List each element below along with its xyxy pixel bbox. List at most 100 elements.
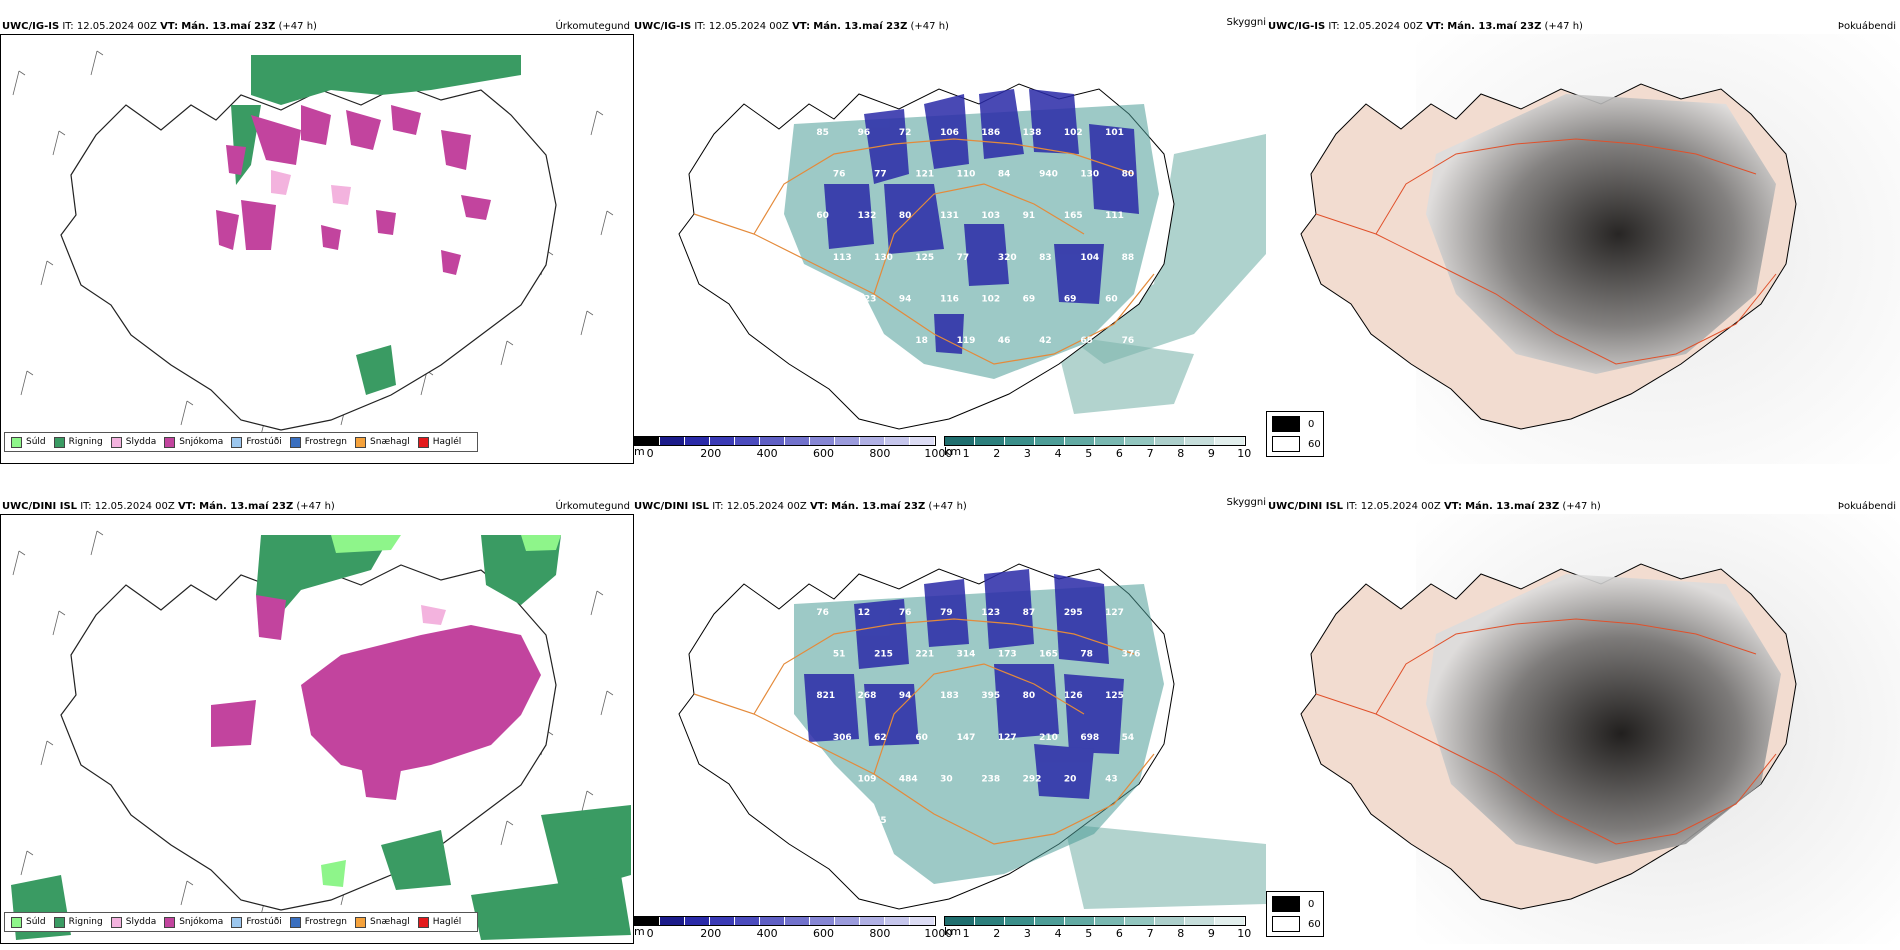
precip-legend-item-haglél: Haglél	[417, 436, 462, 448]
scale-swatch	[975, 437, 1005, 445]
scale-swatch	[885, 437, 910, 445]
ceiling-value-label: 221	[915, 650, 934, 660]
legend-swatch	[417, 916, 429, 928]
visibility-scale: 1 2 3 4 5 6 7 8 9 10 km	[944, 436, 1251, 464]
scale-tick-label: 400	[756, 447, 778, 460]
ceiling-value-label: 125	[915, 253, 934, 263]
ceiling-value-label: 62	[874, 733, 887, 743]
ceiling-map[interactable]: 76 12 76 79 123 87 295 127 51 215 221 314 173 165 78 37…	[634, 514, 1266, 914]
scale-tick-label: 200	[700, 927, 722, 940]
ceiling-value-label: 323	[858, 295, 877, 305]
scale-tick-label: 800	[869, 927, 891, 940]
scale-swatch	[1125, 437, 1155, 445]
precip-map[interactable]	[0, 514, 634, 944]
precip-legend-item-snæhagl: Snæhagl	[355, 436, 410, 448]
precip-legend-item-snæhagl: Snæhagl	[355, 916, 410, 928]
ceiling-value-label: 60	[915, 733, 928, 743]
ceiling-value-label: 304	[816, 775, 835, 785]
legend-swatch	[417, 436, 429, 448]
ceiling-map[interactable]: 85 96 72 106 186 138 102 101 76 77 121 110 84 940 130 8…	[634, 34, 1266, 434]
visibility-scale-bar	[944, 436, 1246, 446]
ceiling-value-label: 127	[1105, 608, 1124, 618]
scale-swatch	[945, 917, 975, 925]
valid-time: Mán. 13.maí 23Z	[813, 21, 908, 32]
precip-legend-item-slydda: Slydda	[110, 436, 157, 448]
visibility-scale-ticks: 1 2 3 4 5 6 7 8 9 10	[944, 926, 1252, 940]
scale-tick-label: 7	[1146, 447, 1154, 460]
scale-tick-label: 9	[1207, 927, 1215, 940]
scale-swatch	[975, 917, 1005, 925]
ceiling-value-label: 78	[1080, 650, 1093, 660]
scale-tick-label: 8	[1177, 927, 1185, 940]
scale-swatch	[835, 917, 860, 925]
fog-map[interactable]	[1266, 514, 1900, 944]
scale-tick-label: 200	[700, 447, 722, 460]
ceiling-scale: 0 200 400 600 800 1000 m	[634, 436, 953, 464]
scale-swatch	[710, 917, 735, 925]
scale-swatch	[1185, 917, 1215, 925]
scale-tick-label: 6	[1115, 447, 1123, 460]
ceiling-value-label: 43	[1105, 775, 1118, 785]
legend-label: Slydda	[125, 437, 157, 447]
ceiling-value-label: 125	[1105, 691, 1124, 701]
ceiling-value-label: 20	[1064, 775, 1077, 785]
fog-dark-core	[1426, 574, 1781, 864]
ceiling-value-label: 30	[940, 775, 953, 785]
legend-swatch	[164, 436, 176, 448]
scale-tick-label: 0	[646, 447, 654, 460]
scale-swatch	[710, 437, 735, 445]
scale-tick-label: 7	[1146, 927, 1154, 940]
lead-time: (+47 h)	[1544, 21, 1583, 32]
ceiling-value-label: 111	[1105, 211, 1124, 221]
ceiling-value-label: 215	[874, 650, 893, 660]
ceiling-value-label: 376	[1122, 650, 1141, 660]
ceiling-value-label: 109	[858, 775, 877, 785]
ceiling-value-label: 165	[1039, 650, 1058, 660]
ceiling-value-label: 69	[1023, 295, 1036, 305]
ceiling-value-label: 238	[981, 775, 1000, 785]
precip-panel-row1: UWC/IG-IS IT: 12.05.2024 00Z VT: Mán. 13…	[0, 14, 634, 464]
ceiling-value-label: 165	[1064, 211, 1083, 221]
precip-legend-item-rigning: Rigning	[53, 436, 103, 448]
ceiling-value-label: 80	[1023, 691, 1036, 701]
ceiling-numbers: 85 96 72 106 186 138 102 101 76 77 121 110 84 940 130 8…	[816, 128, 1134, 346]
scale-tick-label: 1	[962, 447, 970, 460]
lead-time: (+47 h)	[1562, 501, 1601, 512]
ceiling-value-label: 131	[940, 211, 959, 221]
fog-legend-swatch-1	[1272, 916, 1300, 932]
fog-legend-row2: 0 60	[1266, 891, 1324, 937]
visibility-scale-unit: km	[944, 445, 962, 458]
ceiling-value-label: 320	[998, 253, 1017, 263]
vis-low-cloud-south	[1054, 334, 1194, 414]
ceiling-value-label: 130	[874, 253, 893, 263]
valid-time: Mán. 13.maí 23Z	[199, 501, 294, 512]
ceiling-value-label: 292	[1023, 775, 1042, 785]
precip-legend-item-súld: Súld	[11, 436, 46, 448]
ceiling-value-label: 83	[1039, 253, 1052, 263]
precip-legend-item-haglél: Haglél	[417, 916, 461, 928]
legend-swatch	[355, 436, 367, 448]
ceiling-value-label: 268	[858, 691, 877, 701]
scale-swatch	[810, 917, 835, 925]
scale-swatch	[735, 437, 760, 445]
legend-label: Frostúði	[246, 917, 282, 927]
ceiling-value-label: 42	[833, 816, 846, 826]
scale-swatch	[1095, 917, 1125, 925]
scale-tick-label: 600	[812, 927, 834, 940]
legend-label: Rigning	[68, 437, 103, 447]
ceiling-value-label: 104	[1080, 253, 1099, 263]
road-network	[1315, 138, 1777, 365]
ceiling-value-label: 132	[858, 211, 877, 221]
precip-map[interactable]	[0, 34, 634, 464]
scale-swatch	[945, 437, 975, 445]
ceiling-scale-ticks: 0 200 400 600 800 1000	[634, 926, 953, 940]
ceiling-value-label: 484	[899, 775, 918, 785]
iceland-coastline	[60, 84, 557, 431]
legend-label: Haglél	[432, 437, 462, 447]
scale-swatch	[1185, 437, 1215, 445]
model-name: UWC/IG-IS	[2, 21, 60, 32]
ceiling-scale-ticks: 0 200 400 600 800 1000	[634, 446, 953, 460]
precip-snow-areas	[216, 105, 491, 275]
vt-label: VT:	[160, 21, 179, 32]
fog-map[interactable]	[1266, 34, 1900, 464]
